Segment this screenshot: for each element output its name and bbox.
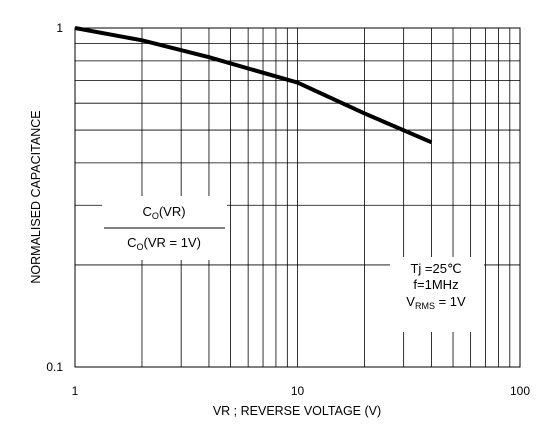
ratio-denominator: CO(VR = 1V) — [127, 235, 201, 252]
ratio-numerator: CO(VR) — [142, 204, 185, 221]
series-line — [74, 26, 433, 145]
ratio-annotation: CO(VR) CO(VR = 1V) — [102, 196, 227, 260]
y-tick-label: 0.1 — [46, 360, 63, 374]
condition-frequency: f=1MHz — [413, 277, 458, 292]
x-tick-label: 1 — [72, 384, 79, 398]
y-tick-label: 1 — [56, 21, 63, 35]
x-tick-label: 10 — [291, 384, 305, 398]
x-axis-label: VR ; REVERSE VOLTAGE (V) — [213, 404, 381, 418]
condition-vrms: VRMS = 1V — [406, 294, 466, 311]
series-layer — [74, 26, 433, 145]
conditions-annotation: Tj =25℃ f=1MHz VRMS = 1V — [390, 257, 484, 332]
x-tick-label: 100 — [510, 384, 530, 398]
tick-labels: 1 10 100 1 0.1 — [46, 21, 530, 398]
condition-temperature: Tj =25℃ — [410, 261, 461, 276]
y-axis-label: NORMALISED CAPACITANCE — [29, 110, 43, 283]
